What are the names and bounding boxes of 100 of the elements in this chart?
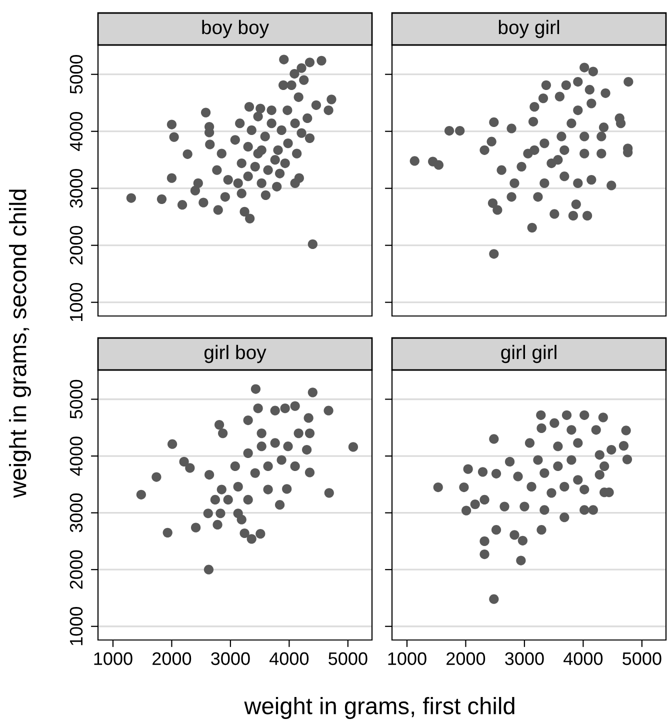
y-tick-label: 5000 — [70, 380, 83, 419]
point — [504, 456, 515, 467]
y-axis-title: weight in grams, second child — [8, 190, 32, 498]
y-tick-label: 4000 — [70, 436, 83, 476]
point — [212, 520, 222, 530]
point — [533, 192, 543, 202]
point — [510, 178, 520, 188]
point — [546, 488, 556, 498]
x-tick-label: 2000 — [446, 652, 486, 666]
point — [308, 388, 318, 398]
point — [459, 482, 469, 492]
point — [606, 180, 616, 190]
point — [250, 468, 260, 478]
point — [204, 470, 214, 480]
x-tick-label: 4000 — [564, 652, 603, 666]
point — [218, 428, 228, 438]
x-tick-label: 4000 — [270, 652, 309, 666]
point — [596, 132, 606, 142]
point — [530, 102, 540, 112]
point — [524, 438, 535, 448]
point — [540, 178, 550, 188]
point — [586, 98, 596, 108]
point — [528, 116, 538, 126]
chart-title: boy boy — [202, 20, 270, 38]
point — [480, 536, 490, 546]
point — [540, 505, 550, 515]
point — [506, 192, 516, 202]
point — [480, 145, 490, 155]
point — [553, 461, 563, 472]
point — [489, 434, 499, 444]
point — [455, 126, 465, 136]
point — [554, 92, 564, 102]
point — [489, 117, 499, 128]
point — [573, 105, 583, 116]
point — [282, 484, 292, 494]
point — [489, 594, 499, 604]
point — [594, 470, 604, 480]
point — [270, 438, 280, 448]
point — [492, 205, 502, 215]
point — [162, 528, 172, 538]
point — [582, 210, 592, 221]
point — [233, 482, 243, 492]
y-tick-label: 1000 — [70, 282, 83, 322]
point — [276, 455, 286, 465]
point — [530, 145, 540, 155]
point — [540, 138, 550, 148]
point — [433, 482, 443, 492]
point — [243, 494, 253, 505]
point — [606, 444, 616, 455]
point — [520, 502, 530, 512]
point — [324, 488, 334, 498]
point — [246, 534, 256, 544]
point — [240, 528, 250, 538]
point — [560, 482, 570, 492]
point — [598, 412, 608, 422]
point — [573, 76, 583, 87]
point — [600, 88, 610, 98]
point — [324, 406, 334, 416]
point — [256, 428, 266, 438]
point — [410, 156, 420, 166]
point — [491, 468, 502, 478]
point — [573, 438, 583, 448]
point — [179, 456, 189, 467]
point — [461, 506, 472, 516]
point — [223, 494, 233, 505]
point — [233, 508, 243, 518]
point — [190, 522, 201, 532]
point — [536, 410, 546, 420]
point — [556, 132, 566, 142]
chart-title: boy girl — [498, 20, 560, 38]
point — [253, 404, 263, 414]
chart-title: girl girl — [501, 344, 556, 364]
point — [616, 118, 626, 128]
y-tick-label: 2000 — [70, 226, 83, 264]
point — [500, 502, 510, 512]
point — [480, 494, 490, 505]
point — [566, 118, 576, 128]
point — [560, 145, 570, 155]
point — [491, 525, 502, 535]
point — [568, 210, 578, 221]
point — [444, 126, 454, 136]
point — [280, 404, 290, 414]
point — [290, 401, 300, 411]
x-axis-title: weight in grams, first child — [244, 696, 514, 720]
point — [250, 384, 261, 394]
point — [540, 468, 550, 478]
point — [489, 249, 499, 259]
point — [553, 442, 563, 452]
point — [580, 62, 590, 72]
point — [478, 467, 488, 477]
point — [550, 418, 560, 428]
x-tick-label: 3000 — [211, 652, 250, 666]
point — [580, 132, 590, 142]
point — [566, 425, 576, 435]
point — [290, 461, 300, 472]
point — [588, 505, 598, 515]
point — [510, 530, 520, 540]
point — [588, 66, 598, 76]
point — [348, 442, 358, 452]
point — [580, 410, 590, 420]
